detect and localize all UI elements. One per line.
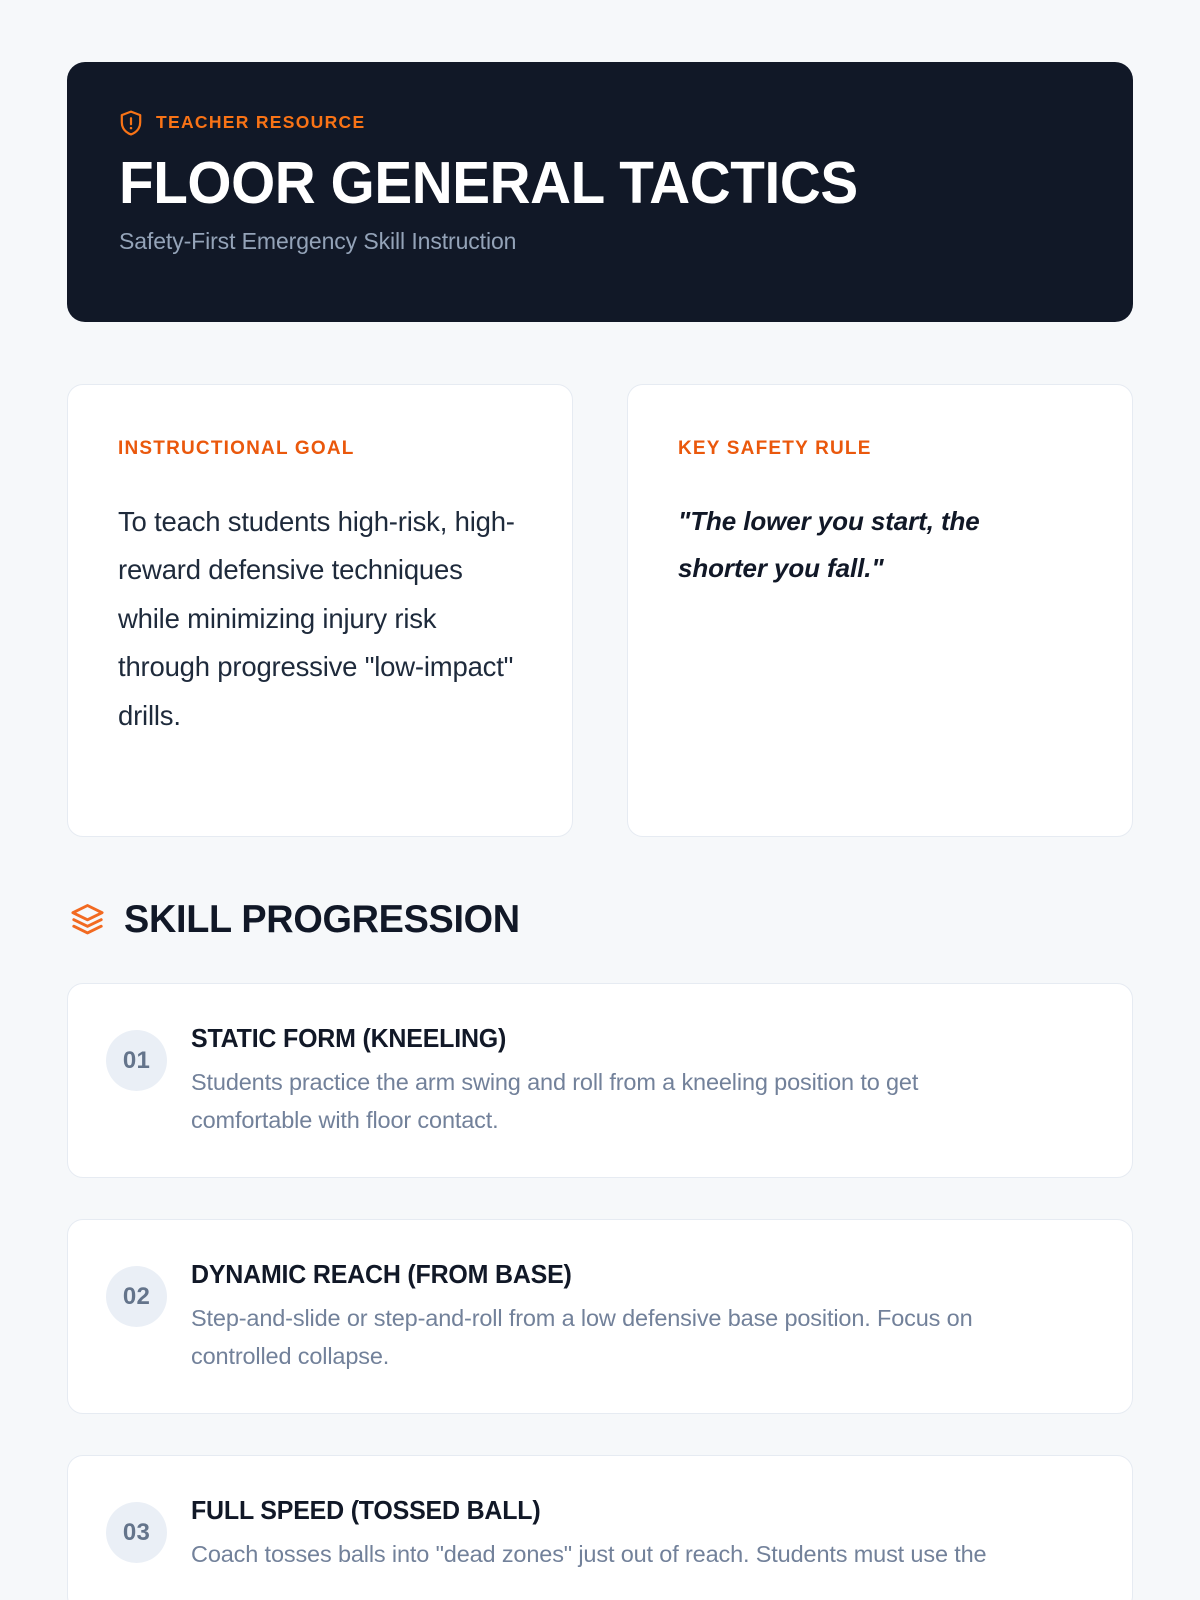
skill-step-03[interactable]: 03 FULL SPEED (TOSSED BALL) Coach tosses… (67, 1455, 1133, 1600)
skill-step-title: DYNAMIC REACH (FROM BASE) (191, 1259, 572, 1290)
skill-step-title: FULL SPEED (TOSSED BALL) (191, 1495, 541, 1526)
shield-alert-icon (119, 110, 143, 136)
skill-step-number: 03 (106, 1502, 167, 1564)
skill-step-description: Step-and-slide or step-and-roll from a l… (191, 1304, 973, 1369)
key-safety-rule-text: "The lower you start, the shorter you fa… (678, 506, 980, 583)
page-subtitle: Safety-First Emergency Skill Instruction (119, 228, 517, 255)
skill-progression-list: 01 STATIC FORM (KNEELING) Students pract… (67, 983, 1133, 1600)
skill-step-description: Coach tosses balls into "dead zones" jus… (191, 1540, 987, 1567)
skill-progression-heading: SKILL PROGRESSION (70, 900, 1133, 939)
hero-badge: TEACHER RESOURCE (119, 110, 1081, 136)
skill-step-number: 02 (106, 1266, 167, 1328)
layers-icon (70, 902, 105, 937)
skill-step-number: 01 (106, 1030, 167, 1091)
skill-progression-title: SKILL PROGRESSION (124, 898, 520, 941)
info-card-row: INSTRUCTIONAL GOAL To teach students hig… (67, 384, 1133, 837)
hero-badge-label: TEACHER RESOURCE (156, 112, 366, 133)
key-safety-rule-label: KEY SAFETY RULE (678, 438, 872, 459)
key-safety-rule-card: KEY SAFETY RULE "The lower you start, th… (627, 384, 1133, 837)
instructional-goal-text: To teach students high-risk, high-reward… (118, 506, 515, 731)
page-title: FLOOR GENERAL TACTICS (119, 150, 858, 216)
hero-header: TEACHER RESOURCE FLOOR GENERAL TACTICS S… (67, 62, 1133, 322)
skill-step-description: Students practice the arm swing and roll… (191, 1068, 919, 1133)
skill-step-body: DYNAMIC REACH (FROM BASE) Step-and-slide… (191, 1258, 1092, 1375)
skill-step-title: STATIC FORM (KNEELING) (191, 1023, 507, 1053)
instructional-goal-label: INSTRUCTIONAL GOAL (118, 438, 355, 459)
skill-step-01[interactable]: 01 STATIC FORM (KNEELING) Students pract… (67, 983, 1133, 1179)
skill-step-02[interactable]: 02 DYNAMIC REACH (FROM BASE) Step-and-sl… (67, 1219, 1133, 1415)
skill-step-body: FULL SPEED (TOSSED BALL) Coach tosses ba… (191, 1494, 1092, 1573)
instructional-goal-card: INSTRUCTIONAL GOAL To teach students hig… (67, 384, 573, 837)
skill-step-body: STATIC FORM (KNEELING) Students practice… (191, 1022, 1092, 1139)
